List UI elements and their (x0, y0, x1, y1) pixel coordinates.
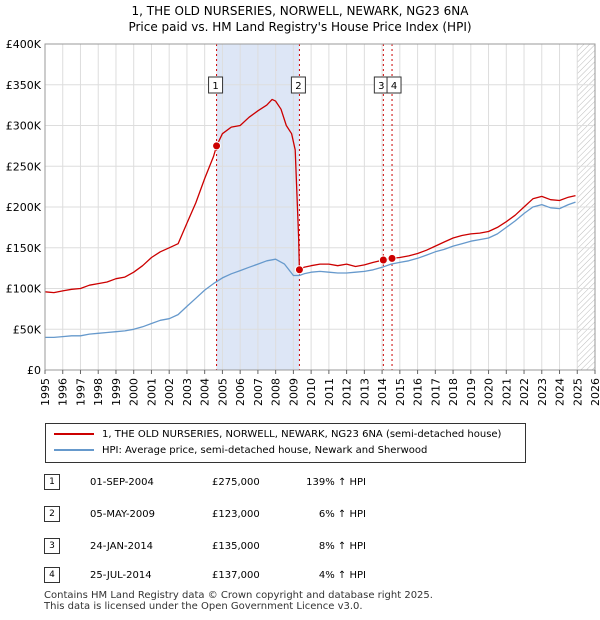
marker-label: 3 (378, 81, 384, 92)
marker-box (208, 76, 224, 94)
x-tick-label: 2017 (429, 378, 442, 406)
transaction-price: £135,000 (212, 541, 260, 552)
x-tick-label: 1995 (39, 378, 52, 406)
legend-label-property: 1, THE OLD NURSERIES, NORWELL, NEWARK, N… (102, 429, 502, 440)
legend-item-hpi: HPI: Average price, semi-detached house,… (54, 443, 427, 459)
x-tick-label: 2025 (571, 378, 584, 406)
y-tick-label: £50K (13, 323, 42, 336)
x-tick-label: 2013 (358, 378, 371, 406)
sale-point (212, 141, 222, 151)
x-tick-label: 2005 (216, 378, 229, 406)
transaction-number: 4 (44, 567, 60, 583)
x-tick-label: 2008 (270, 378, 283, 406)
transaction-date: 05-MAY-2009 (90, 509, 156, 520)
x-tick-label: 2006 (234, 378, 247, 406)
chart-title: 1, THE OLD NURSERIES, NORWELL, NEWARK, N… (131, 4, 469, 18)
x-tick-label: 2009 (287, 378, 300, 406)
x-tick-label: 2023 (536, 378, 549, 406)
hpi-series-line (45, 201, 576, 339)
x-tick-label: 2004 (199, 378, 212, 406)
sale-point (294, 265, 304, 275)
y-tick-label: £300K (6, 120, 42, 133)
marker-label: 1 (212, 81, 218, 92)
transaction-number: 3 (44, 538, 60, 554)
sale-point (387, 253, 397, 263)
x-tick-label: 2014 (376, 378, 389, 406)
y-tick-label: £350K (6, 79, 42, 92)
marker-label: 4 (391, 81, 397, 92)
transaction-date: 01-SEP-2004 (90, 477, 154, 488)
x-tick-label: 2020 (483, 378, 496, 406)
legend-label-hpi: HPI: Average price, semi-detached house,… (102, 445, 428, 456)
sale-point (378, 255, 388, 265)
transaction-date: 24-JAN-2014 (90, 541, 154, 552)
marker-box (290, 76, 306, 94)
legend-item-property: 1, THE OLD NURSERIES, NORWELL, NEWARK, N… (54, 427, 501, 443)
x-tick-label: 2018 (447, 378, 460, 406)
x-tick-label: 2022 (518, 378, 531, 406)
y-tick-label: £200K (6, 201, 42, 214)
x-tick-label: 2007 (252, 378, 265, 406)
footer-copyright: Contains HM Land Registry data © Crown c… (44, 590, 433, 601)
transaction-number: 2 (44, 506, 60, 522)
x-tick-label: 2021 (500, 378, 513, 406)
x-tick-label: 2000 (128, 378, 141, 406)
x-tick-label: 1999 (110, 378, 123, 406)
x-tick-label: 2026 (589, 378, 600, 406)
x-tick-label: 2011 (323, 378, 336, 406)
transaction-hpi: 8% ↑ HPI (318, 541, 366, 552)
price-chart: 1 2 3 4 £0 £50K £100K £150K £200K £250K £300K £350K… (6, 38, 600, 406)
x-tick-label: 2015 (394, 378, 407, 406)
transaction-number: 1 (44, 474, 60, 490)
chart-subtitle: Price paid vs. HM Land Registry's House … (128, 20, 472, 34)
x-tick-label: 2012 (341, 378, 354, 406)
x-tick-label: 1996 (57, 378, 70, 406)
transaction-date: 25-JUL-2014 (90, 570, 152, 581)
legend: 1, THE OLD NURSERIES, NORWELL, NEWARK, N… (45, 423, 526, 463)
x-tick-label: 1997 (74, 378, 87, 406)
transaction-hpi: 6% ↑ HPI (318, 509, 366, 520)
transaction-hpi: 4% ↑ HPI (318, 570, 366, 581)
x-tick-label: 2019 (465, 378, 478, 406)
transaction-price: £123,000 (212, 509, 260, 520)
x-tick-label: 2016 (412, 378, 425, 406)
transaction-price: £275,000 (212, 477, 260, 488)
legend-swatch-property (54, 433, 94, 435)
x-tick-label: 2024 (554, 378, 567, 406)
marker-label: 2 (295, 81, 301, 92)
marker-box (386, 76, 402, 94)
x-tick-label: 2010 (305, 378, 318, 406)
transaction-price: £137,000 (212, 570, 260, 581)
y-tick-label: £150K (6, 242, 42, 255)
x-tick-label: 2003 (181, 378, 194, 406)
legend-swatch-hpi (54, 449, 94, 451)
y-tick-label: £0 (27, 364, 41, 377)
x-tick-label: 2001 (145, 378, 158, 406)
x-tick-label: 2002 (163, 378, 176, 406)
y-tick-label: £250K (6, 160, 42, 173)
plot-frame (44, 43, 596, 371)
property-series-line (44, 98, 576, 294)
y-tick-label: £400K (6, 38, 42, 51)
footer-licence: This data is licensed under the Open Gov… (44, 601, 363, 612)
y-tick-label: £100K (6, 283, 42, 296)
x-tick-label: 1998 (92, 378, 105, 406)
transaction-hpi: 139% ↑ HPI (306, 477, 366, 488)
